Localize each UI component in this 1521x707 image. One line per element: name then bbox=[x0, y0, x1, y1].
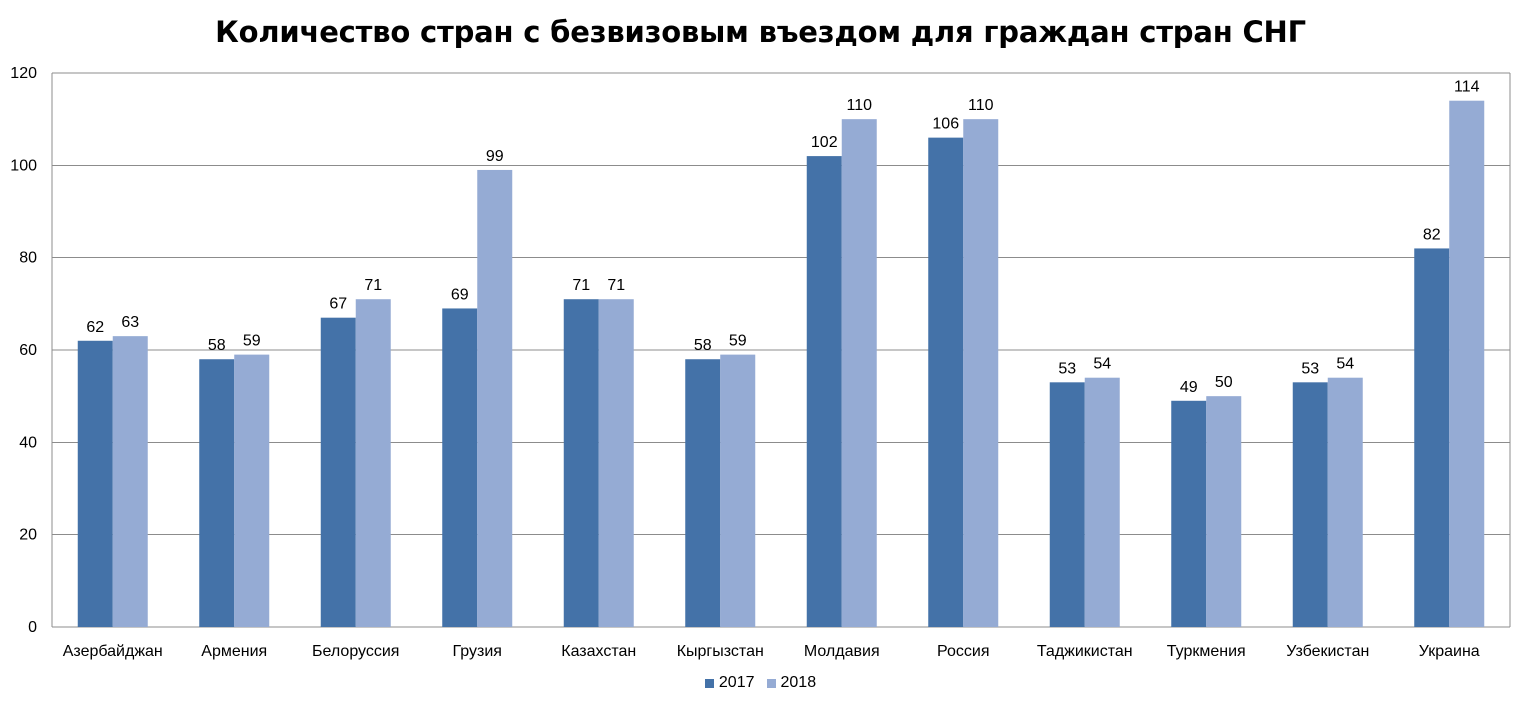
y-tick-label: 60 bbox=[19, 342, 37, 359]
data-label-2018: 71 bbox=[607, 277, 625, 294]
bar-2018 bbox=[598, 299, 634, 627]
bar-2018 bbox=[112, 336, 148, 627]
data-label-2018: 110 bbox=[968, 97, 994, 114]
data-label-2018: 50 bbox=[1215, 374, 1233, 391]
data-label-2017: 69 bbox=[451, 286, 469, 303]
legend-item-2017: 2017 bbox=[704, 674, 755, 692]
x-category-label: Кыргызстан bbox=[677, 643, 764, 660]
x-category-label: Молдавия bbox=[804, 643, 880, 660]
data-label-2017: 62 bbox=[86, 319, 104, 336]
bar-2018 bbox=[355, 299, 391, 627]
data-label-2018: 99 bbox=[486, 148, 504, 165]
x-category-label: Туркмения bbox=[1167, 643, 1246, 660]
data-label-2017: 53 bbox=[1301, 360, 1319, 377]
bar-2018 bbox=[1327, 377, 1363, 627]
bar-2018 bbox=[234, 354, 270, 627]
data-label-2017: 58 bbox=[208, 337, 226, 354]
data-label-2017: 53 bbox=[1058, 360, 1076, 377]
legend-label-2018: 2018 bbox=[780, 674, 817, 691]
data-label-2017: 106 bbox=[932, 116, 959, 133]
bar-2017 bbox=[442, 308, 478, 627]
x-category-label: Грузия bbox=[453, 643, 502, 660]
data-label-2018: 54 bbox=[1336, 356, 1354, 373]
bar-2017 bbox=[1292, 382, 1328, 627]
legend-swatch-2018 bbox=[766, 678, 776, 688]
bar-2018 bbox=[1084, 377, 1120, 627]
legend-label-2017: 2017 bbox=[718, 674, 755, 691]
data-label-2018: 114 bbox=[1454, 79, 1480, 96]
bar-2018 bbox=[1449, 100, 1485, 627]
bar-2018 bbox=[841, 119, 877, 628]
bar-2017 bbox=[1171, 400, 1207, 627]
y-tick-label: 20 bbox=[19, 527, 37, 544]
y-tick-label: 40 bbox=[19, 434, 37, 451]
data-label-2017: 49 bbox=[1180, 379, 1198, 396]
chart-title: Количество стран с безвизовым въездом дл… bbox=[215, 15, 1306, 49]
bar-2017 bbox=[77, 340, 113, 627]
y-tick-label: 80 bbox=[19, 250, 37, 267]
y-tick-label: 100 bbox=[10, 157, 37, 174]
x-category-label: Украина bbox=[1419, 643, 1480, 660]
data-label-2018: 110 bbox=[846, 97, 872, 114]
bar-2018 bbox=[477, 169, 513, 627]
data-label-2017: 67 bbox=[329, 296, 347, 313]
legend-item-2018: 2018 bbox=[766, 674, 817, 692]
y-tick-label: 0 bbox=[28, 619, 37, 636]
x-category-label: Белоруссия bbox=[312, 643, 399, 660]
data-label-2017: 102 bbox=[811, 134, 838, 151]
bar-2018 bbox=[1206, 396, 1242, 627]
data-label-2017: 82 bbox=[1423, 226, 1441, 243]
bar-2018 bbox=[963, 119, 999, 628]
data-label-2018: 59 bbox=[243, 333, 261, 350]
data-label-2018: 54 bbox=[1093, 356, 1111, 373]
data-label-2017: 58 bbox=[694, 337, 712, 354]
data-label-2018: 63 bbox=[121, 314, 139, 331]
x-category-label: Таджикистан bbox=[1037, 643, 1133, 660]
x-category-label: Узбекистан bbox=[1286, 643, 1369, 660]
bar-2017 bbox=[199, 359, 235, 627]
data-label-2018: 71 bbox=[364, 277, 382, 294]
data-label-2018: 59 bbox=[729, 333, 747, 350]
x-category-label: Азербайджан bbox=[63, 643, 163, 660]
y-tick-label: 120 bbox=[10, 65, 37, 82]
bar-2017 bbox=[1414, 248, 1450, 627]
bar-2018 bbox=[720, 354, 756, 627]
legend: 2017 2018 bbox=[0, 674, 1521, 692]
x-category-label: Армения bbox=[201, 643, 267, 660]
bar-2017 bbox=[806, 156, 842, 627]
x-category-label: Россия bbox=[937, 643, 989, 660]
bar-2017 bbox=[928, 137, 964, 627]
bar-2017 bbox=[563, 299, 599, 627]
legend-swatch-2017 bbox=[704, 678, 714, 688]
x-category-label: Казахстан bbox=[561, 643, 636, 660]
bar-2017 bbox=[1049, 382, 1085, 627]
bar-2017 bbox=[685, 359, 721, 627]
data-label-2017: 71 bbox=[572, 277, 590, 294]
bar-2017 bbox=[320, 317, 356, 627]
